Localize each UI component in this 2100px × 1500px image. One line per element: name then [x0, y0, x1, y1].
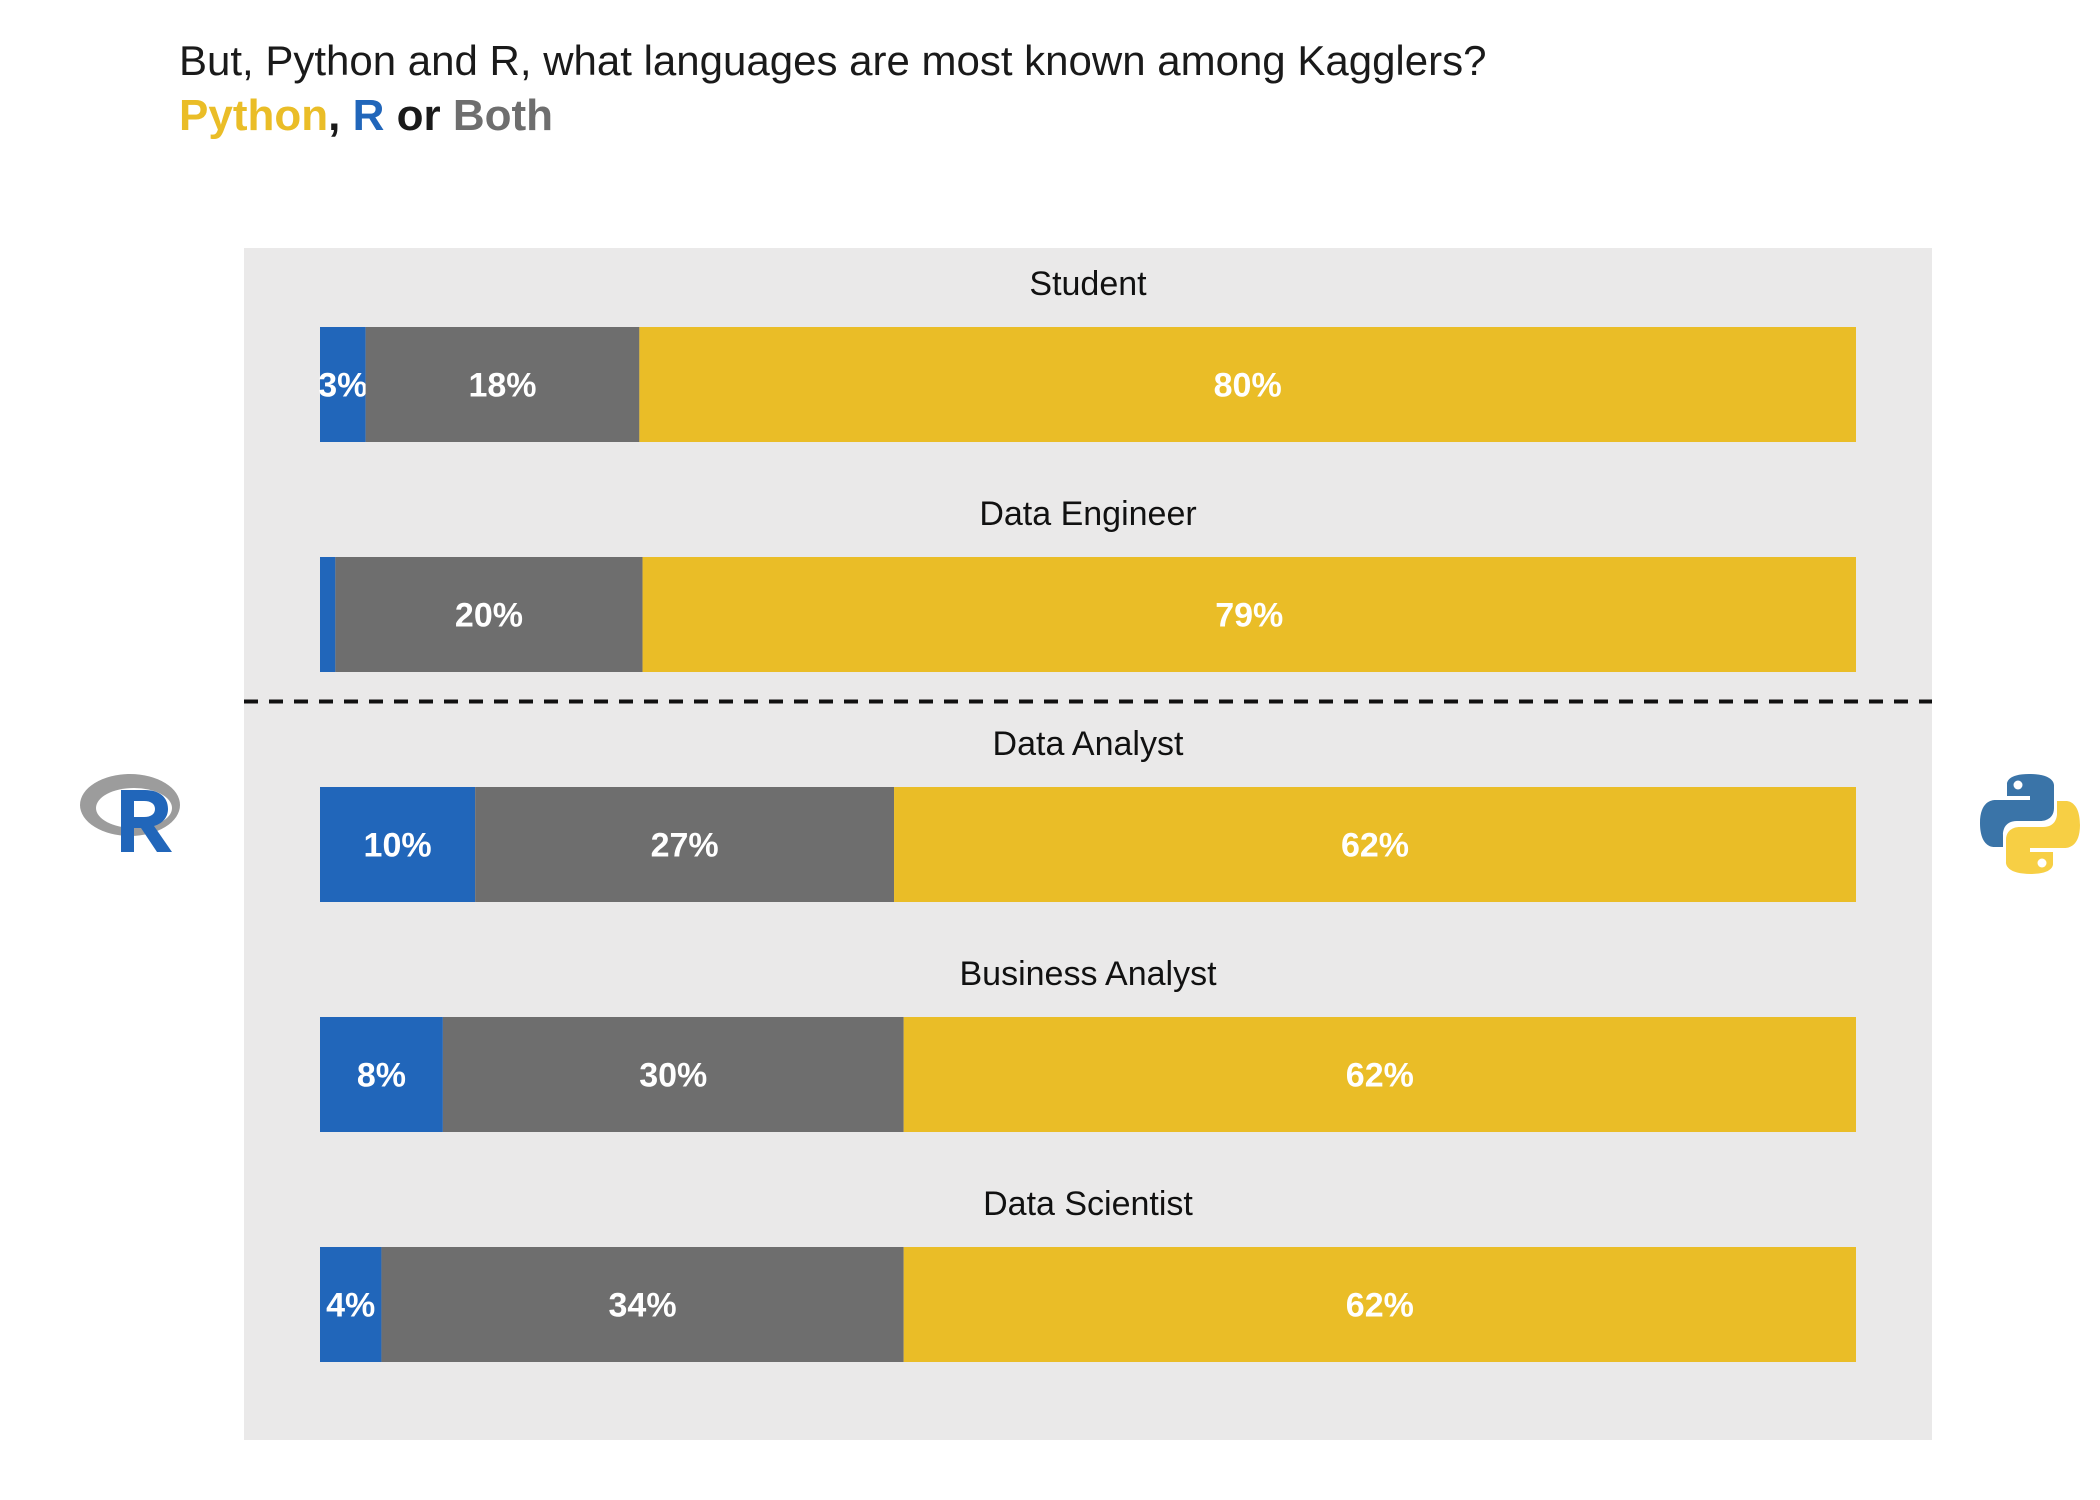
category-label: Business Analyst	[959, 955, 1217, 993]
bar-segment-python	[639, 327, 1856, 442]
data-label: 62%	[1346, 1057, 1414, 1095]
legend-or: or	[396, 91, 441, 140]
data-label: 80%	[1214, 367, 1282, 405]
data-label: 8%	[357, 1057, 406, 1095]
bar-segment-both	[442, 1017, 904, 1132]
chart-title: But, Python and R, what languages are mo…	[179, 37, 1487, 84]
data-label: 10%	[364, 827, 432, 865]
bar-segment-python	[642, 557, 1856, 672]
bar-segment-both	[365, 327, 640, 442]
data-label: 34%	[609, 1287, 677, 1325]
python-logo-icon	[1980, 774, 2080, 874]
bar-segment-r	[320, 1017, 443, 1132]
category-label: Data Engineer	[979, 495, 1196, 533]
bar-segment-r	[320, 327, 366, 442]
bar-segment-r	[320, 1247, 382, 1362]
data-label: 62%	[1346, 1287, 1414, 1325]
r-logo-icon	[80, 774, 180, 852]
legend-comma: ,	[328, 91, 341, 140]
data-label: 30%	[639, 1057, 707, 1095]
chart-subtitle-legend: Python, R or Both	[179, 88, 553, 144]
bar-segment-both	[381, 1247, 904, 1362]
bar-segment-both	[335, 557, 643, 672]
bar-segment-python	[903, 1247, 1856, 1362]
category-label: Student	[1029, 265, 1147, 303]
data-label: 79%	[1215, 597, 1283, 635]
category-label: Data Analyst	[993, 725, 1184, 763]
bar-segment-both	[475, 787, 895, 902]
bar-segment-r	[320, 557, 336, 672]
data-label: 18%	[468, 367, 536, 405]
legend-python: Python	[179, 91, 329, 140]
data-label: 20%	[455, 597, 523, 635]
legend-both: Both	[452, 91, 554, 140]
legend-r: R	[352, 91, 385, 140]
bar-segment-python	[903, 1017, 1856, 1132]
data-label: 4%	[326, 1287, 375, 1325]
bar-segment-r	[320, 787, 476, 902]
data-label: 62%	[1341, 827, 1409, 865]
data-label: 3%	[318, 367, 367, 405]
bar-segment-python	[894, 787, 1856, 902]
category-label: Data Scientist	[983, 1185, 1193, 1223]
data-label: 27%	[651, 827, 719, 865]
